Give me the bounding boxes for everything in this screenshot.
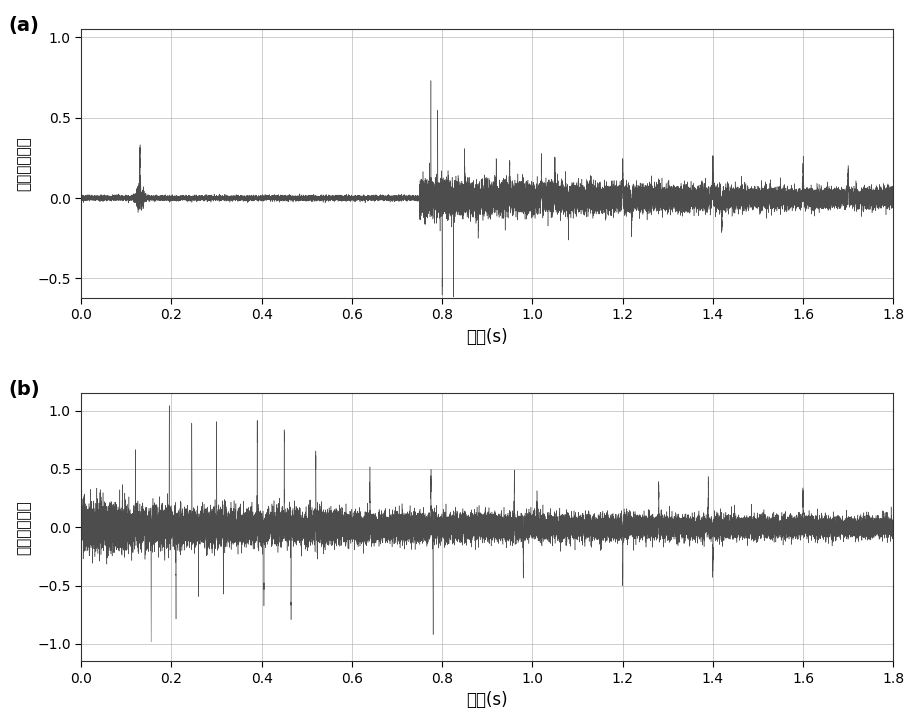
Y-axis label: 归一化幅唃値: 归一化幅唃値: [17, 136, 32, 191]
Text: (a): (a): [8, 16, 39, 35]
Y-axis label: 归一化幅唃値: 归一化幅唃値: [17, 499, 31, 555]
Text: (b): (b): [8, 380, 40, 399]
X-axis label: 时间(s): 时间(s): [466, 327, 508, 346]
X-axis label: 时间(s): 时间(s): [466, 691, 508, 709]
